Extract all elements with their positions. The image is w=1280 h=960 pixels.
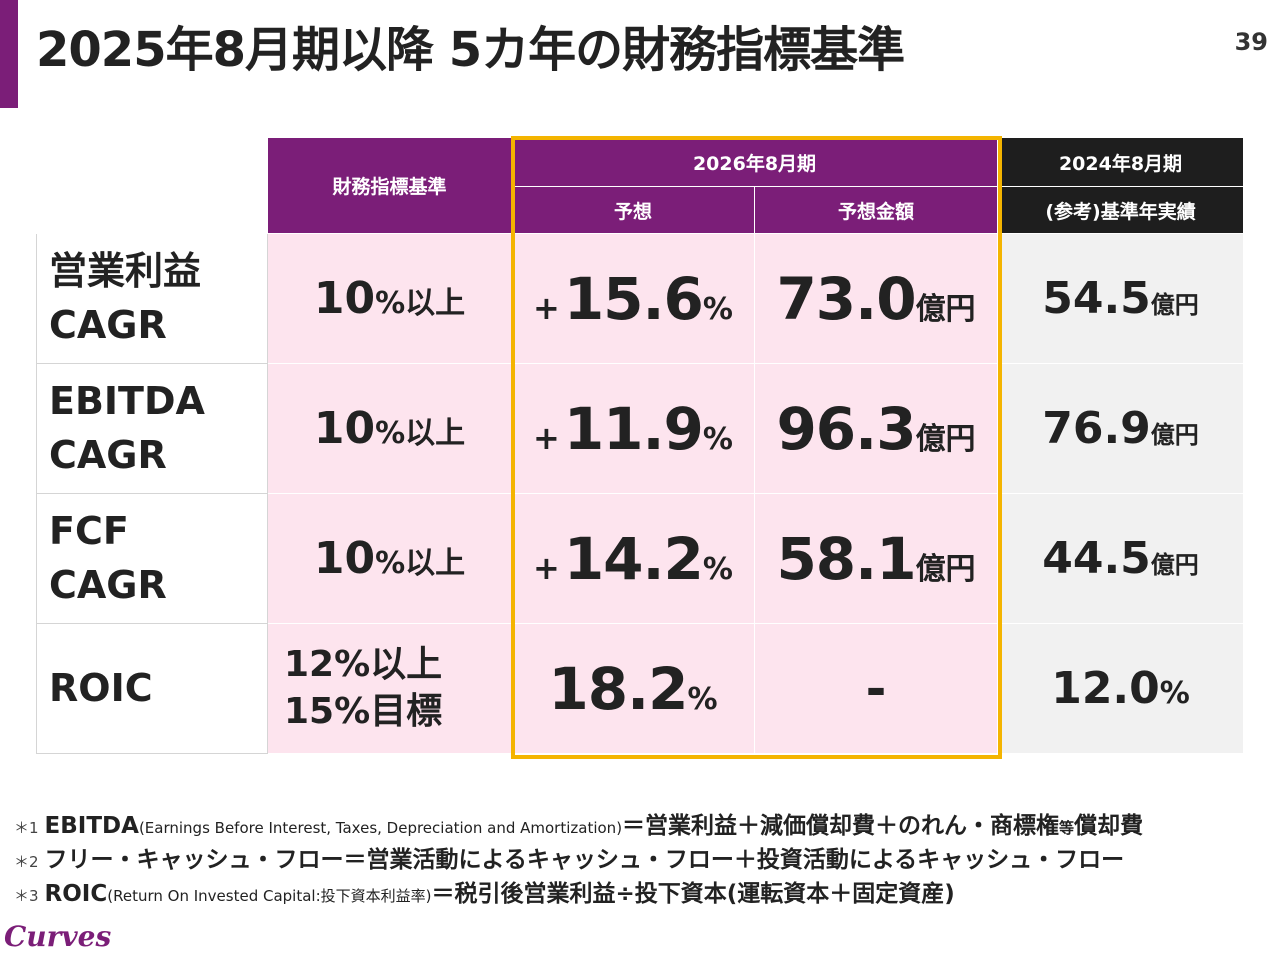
reference-value: 76.9億円 (997, 363, 1245, 494)
criteria-unit: %以上 (375, 286, 466, 321)
reference-number: 76.9 (1042, 403, 1151, 454)
header-reference: (参考)基準年実績 (997, 186, 1245, 234)
metric-name-line2: CAGR (49, 302, 167, 347)
criteria-value: 10%以上 (267, 233, 512, 364)
forecast-value: +11.9% (511, 363, 755, 494)
forecast-number: 18.2 (548, 654, 688, 723)
forecast-amount: 73.0億円 (753, 233, 999, 364)
financial-metrics-table: 財務指標基準 2026年8月期 2024年8月期 予想 予想金額 (参考)基準年… (36, 137, 1245, 754)
reference-number: 12.0 (1051, 663, 1160, 714)
header-criteria: 財務指標基準 (267, 137, 512, 234)
header-corner (36, 137, 268, 234)
amount-number: 96.3 (776, 394, 916, 463)
footnote-mark: ＊2 (14, 853, 39, 871)
metric-name: FCF CAGR (36, 493, 268, 624)
reference-unit: 億円 (1150, 551, 1199, 579)
footnote-formula: ＝営業活動によるキャッシュ・フロー＋投資活動によるキャッシュ・フロー (343, 847, 1125, 873)
amount-number: 73.0 (776, 264, 916, 333)
forecast-unit: % (702, 421, 733, 457)
header-reference-group: 2024年8月期 (997, 137, 1245, 187)
footnote-formula-small: 等 (1059, 819, 1075, 837)
footnote-ebitda: ＊1 EBITDA (Earnings Before Interest, Tax… (14, 806, 1143, 840)
metric-name-line1: FCF (49, 509, 129, 554)
footnote-mark: ＊1 (14, 819, 39, 837)
forecast-value: 18.2% (511, 623, 755, 754)
criteria-value: 12%以上 15%目標 (267, 623, 512, 754)
footnote-paren: (Return On Invested Capital:投下資本利益率) (107, 887, 432, 905)
page-number: 39 (1234, 28, 1268, 56)
footnote-paren: (Earnings Before Interest, Taxes, Deprec… (138, 819, 623, 837)
footnote-formula-end: 償却費 (1074, 813, 1144, 839)
footnote-term: EBITDA (44, 813, 139, 839)
table-row-operating-profit: 営業利益 CAGR 10%以上 +15.6% 73.0億円 54.5億円 (36, 233, 1245, 364)
forecast-amount: - (753, 623, 999, 754)
reference-unit: 億円 (1150, 421, 1199, 449)
page-title: 2025年8月期以降 5カ年の財務指標基準 (36, 22, 905, 78)
criteria-value: 10%以上 (267, 493, 512, 624)
metric-name-line1: 営業利益 (49, 249, 202, 294)
header-forecast-group: 2026年8月期 (510, 137, 999, 187)
table-row-ebitda: EBITDA CAGR 10%以上 +11.9% 96.3億円 76.9億円 (36, 363, 1245, 494)
criteria-number: 10 (313, 273, 376, 324)
forecast-sign: + (533, 418, 560, 457)
title-accent-bar (0, 0, 18, 108)
forecast-sign: + (533, 288, 560, 327)
table-row-roic: ROIC 12%以上 15%目標 18.2% - 12.0% (36, 623, 1245, 754)
amount-number: 58.1 (776, 524, 916, 593)
footnote-formula: ＝税引後営業利益÷投下資本(運転資本＋固定資産) (431, 881, 955, 907)
footnote-fcf: ＊2 フリー・キャッシュ・フロー ＝営業活動によるキャッシュ・フロー＋投資活動に… (14, 840, 1143, 874)
forecast-unit: % (702, 551, 733, 587)
footnotes: ＊1 EBITDA (Earnings Before Interest, Tax… (14, 806, 1143, 908)
forecast-amount: 58.1億円 (753, 493, 999, 624)
footnote-term: ROIC (44, 881, 108, 907)
criteria-unit: %以上 (375, 546, 466, 581)
footnote-roic: ＊3 ROIC (Return On Invested Capital:投下資本… (14, 874, 1143, 908)
amount-number: - (865, 659, 887, 718)
criteria-unit: %以上 (375, 416, 466, 451)
metric-name-line1: EBITDA (49, 379, 205, 424)
forecast-sign: + (533, 548, 560, 587)
criteria-line2: 15%目標 (284, 690, 443, 732)
forecast-unit: % (702, 291, 733, 327)
metric-name: ROIC (36, 623, 268, 754)
metric-name-line1: ROIC (49, 665, 153, 710)
criteria-number: 10 (313, 403, 376, 454)
reference-unit: 億円 (1150, 291, 1199, 319)
forecast-unit: % (687, 681, 718, 717)
curves-logo: Curves (4, 920, 112, 953)
amount-unit: 億円 (915, 551, 976, 587)
forecast-number: 14.2 (563, 524, 704, 593)
amount-unit: 億円 (915, 291, 976, 327)
reference-unit: % (1159, 676, 1190, 711)
reference-number: 44.5 (1042, 533, 1151, 584)
forecast-value: +14.2% (511, 493, 755, 624)
amount-unit: 億円 (915, 421, 976, 457)
metric-name: 営業利益 CAGR (36, 233, 268, 364)
forecast-number: 11.9 (563, 394, 704, 463)
header-forecast: 予想 (511, 186, 755, 234)
forecast-value: +15.6% (511, 233, 755, 364)
table-row-fcf: FCF CAGR 10%以上 +14.2% 58.1億円 44.5億円 (36, 493, 1245, 624)
reference-value: 12.0% (997, 623, 1245, 754)
metric-name-line2: CAGR (49, 562, 167, 607)
metric-name-line2: CAGR (49, 432, 167, 477)
reference-number: 54.5 (1042, 273, 1151, 324)
metric-name: EBITDA CAGR (36, 363, 268, 494)
reference-value: 44.5億円 (997, 493, 1245, 624)
footnote-mark: ＊3 (14, 887, 39, 905)
footnote-formula: ＝営業利益＋減価償却費＋のれん・商標権 (622, 813, 1060, 839)
criteria-line1: 12%以上 (284, 643, 443, 685)
reference-value: 54.5億円 (997, 233, 1245, 364)
forecast-amount: 96.3億円 (753, 363, 999, 494)
forecast-number: 15.6 (563, 264, 704, 333)
criteria-number: 10 (313, 533, 376, 584)
header-forecast-amount: 予想金額 (753, 186, 999, 234)
criteria-value: 10%以上 (267, 363, 512, 494)
footnote-term: フリー・キャッシュ・フロー (44, 847, 344, 873)
